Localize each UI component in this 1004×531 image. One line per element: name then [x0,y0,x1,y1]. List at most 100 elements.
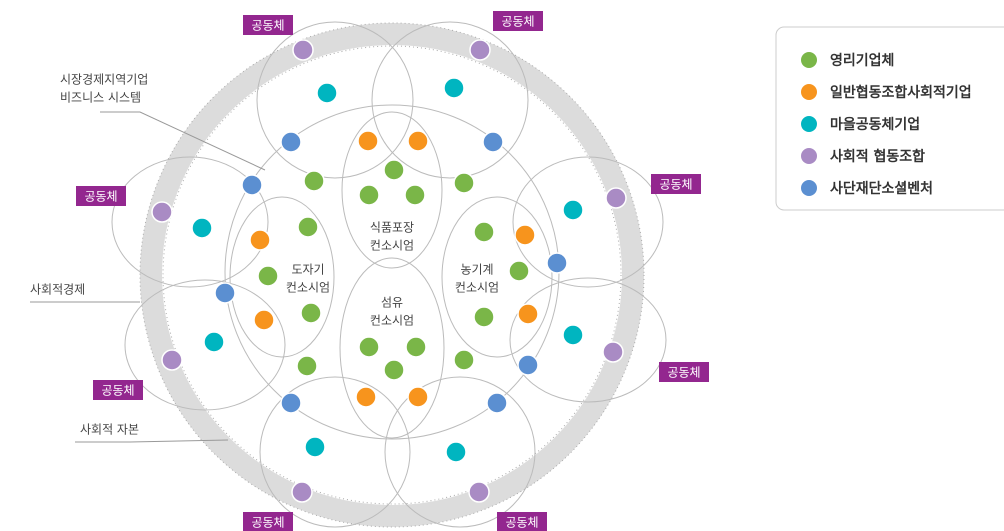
entity-dot [407,130,429,152]
tag-box [651,174,701,194]
tag-label: 공동체 [667,366,700,380]
entity-dot [473,221,495,243]
community-circle [509,277,667,403]
consortium-ellipse [441,196,553,358]
entity-dot [253,309,275,331]
entity-dot [473,306,495,328]
entity-dot [249,229,271,251]
entity-dot [383,359,405,381]
entity-dot [405,336,427,358]
tag-box [93,380,143,400]
consortium-ellipse [341,111,443,269]
legend-label: 마을공동체기업 [830,117,920,133]
annotation: 비즈니스 시스템 [60,91,141,105]
tag-box [493,11,543,31]
tag-box [497,512,547,531]
entity-dot [257,265,279,287]
community-circle [512,156,664,288]
entity-dot [469,39,491,61]
entity-dot [161,349,183,371]
consortium-label: 도자기 [291,263,324,277]
legend-dot [801,148,817,164]
entity-dot [383,159,405,181]
legend-label: 일반협동조합사회적기업 [830,84,972,101]
tag-box [659,362,709,382]
tag-box [243,512,293,531]
consortium-label: 컨소시엄 [286,281,330,295]
legend-label: 사단재단소셜벤처 [830,180,933,197]
entity-dot [482,131,504,153]
entity-dot [241,174,263,196]
entity-dot [508,260,530,282]
community-circle [124,279,286,411]
entity-dot [546,252,568,274]
entity-dot [358,336,380,358]
entity-dot [280,131,302,153]
consortium-label: 섬유 [381,296,403,310]
entity-dot [407,386,429,408]
tag-label: 공동체 [251,516,284,530]
entity-dot [468,481,490,503]
legend-dot [801,116,817,132]
community-circle [111,156,269,288]
entity-dot [303,170,325,192]
dots [151,39,627,503]
community-circle [384,376,536,528]
entity-dot [358,184,380,206]
entity-dot [203,331,225,353]
tag-label: 공동체 [501,15,534,29]
leader-lines [30,111,266,443]
leader-line [100,111,266,171]
social-economy-ring [140,23,644,527]
community-circle [259,376,411,528]
leader-line [75,439,229,443]
consortium-label: 컨소시엄 [370,314,414,328]
tag-box [243,15,293,35]
tag-label: 공동체 [659,178,692,192]
entity-dot [357,130,379,152]
entity-dot [404,184,426,206]
legend-label: 사회적 협동조합 [830,148,925,165]
consortium-label: 식품포장 [370,221,414,235]
consortium-ellipse [229,196,335,358]
tag-label: 공동체 [84,190,117,204]
entity-dot [291,481,313,503]
entity-dot [151,201,173,223]
tag-box [76,186,126,206]
consortium-label: 농기계 [460,263,493,277]
entity-dot [562,199,584,221]
annotation: 사회적 자본 [80,423,139,437]
entity-dot [486,392,508,414]
tag-label: 공동체 [505,516,538,530]
tag-label: 공동체 [101,384,134,398]
consortium-label: 컨소시엄 [455,281,499,295]
entity-dot [316,82,338,104]
entity-dot [280,392,302,414]
entity-dot [445,441,467,463]
entity-dot [300,302,322,324]
entity-dot [296,355,318,377]
social-capital-circle [162,45,622,505]
entity-dot [453,172,475,194]
entity-dot [453,349,475,371]
entity-dot [514,224,536,246]
legend-dot [801,84,817,100]
entity-dot [214,282,236,304]
legend-dot [801,52,817,68]
entity-dot [297,216,319,238]
legend-dot [801,180,817,196]
consortium-ellipse [339,257,445,439]
community-circle [256,21,414,179]
entity-dot [605,187,627,209]
entity-dot [562,324,584,346]
entity-dot [304,436,326,458]
entity-dot [355,386,377,408]
legend-label: 영리기업체 [830,52,894,69]
outer-circle [139,22,645,528]
annotation: 사회적경제 [30,283,85,297]
